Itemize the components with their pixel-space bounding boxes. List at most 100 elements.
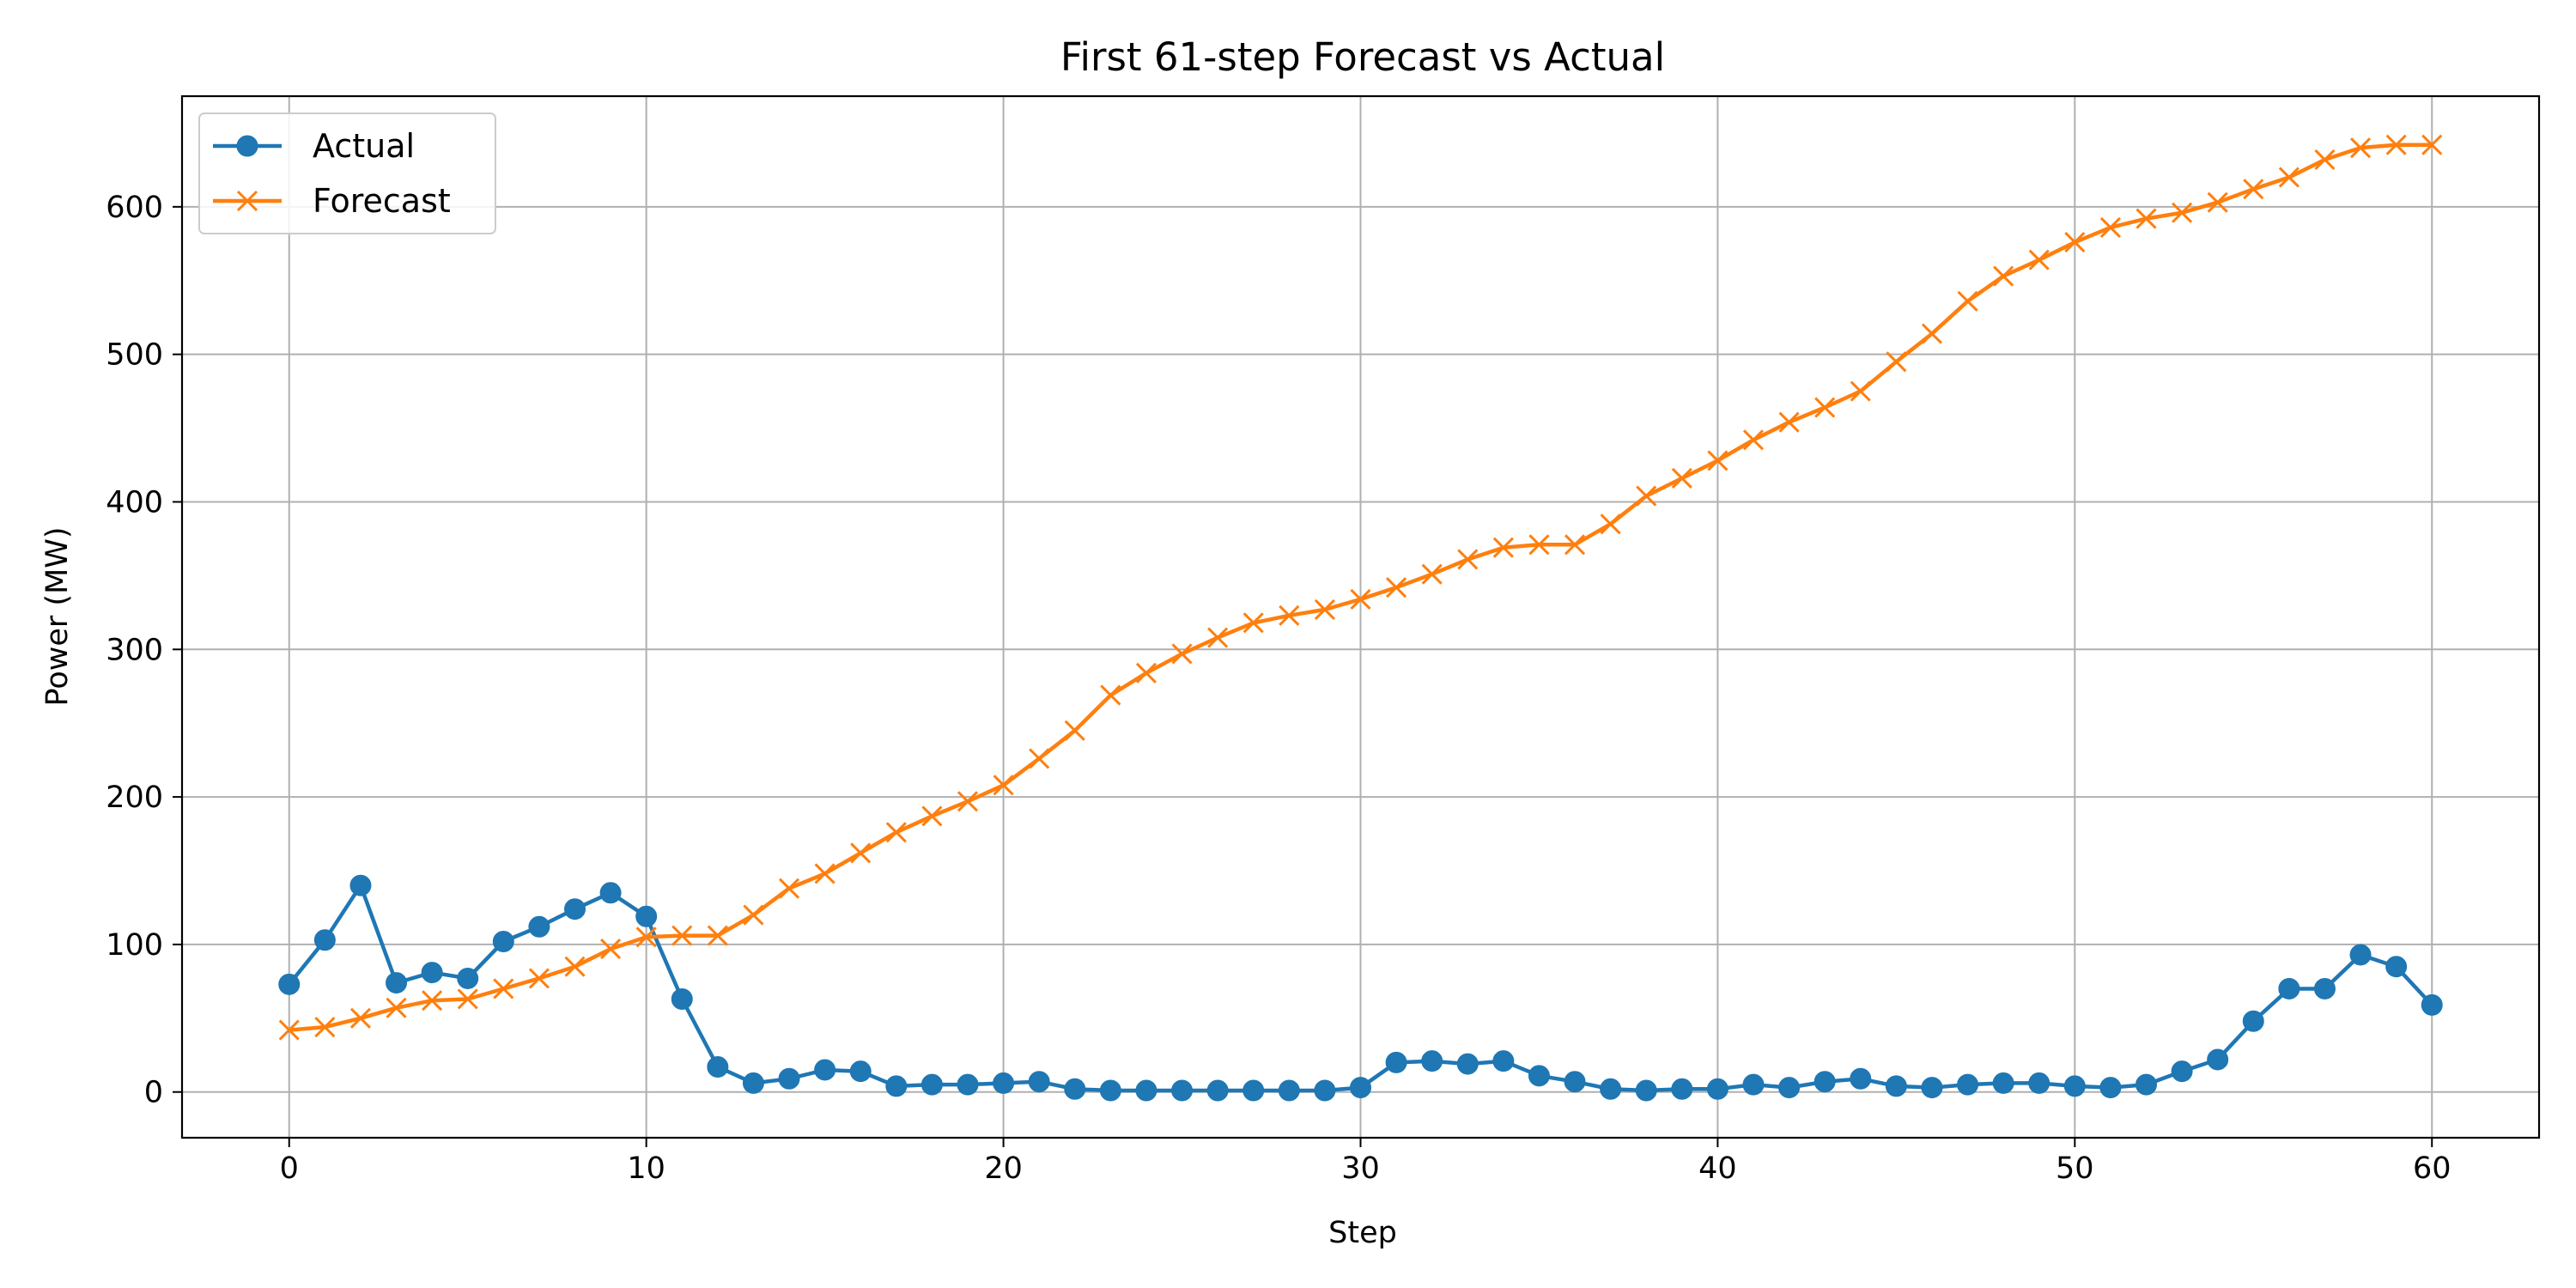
y-tick-label: 0 [144, 1076, 163, 1110]
actual-data-point [1242, 1079, 1265, 1102]
actual-data-point [2099, 1077, 2122, 1099]
actual-data-point [2207, 1048, 2229, 1071]
forecast-data-point [493, 978, 514, 999]
forecast-data-point [1207, 627, 1229, 648]
actual-data-point [278, 973, 301, 995]
forecast-data-point [2314, 149, 2336, 170]
forecast-data-point [743, 904, 764, 926]
y-tick-label: 500 [106, 338, 163, 373]
actual-data-point [2063, 1075, 2086, 1097]
actual-data-point [1564, 1071, 1586, 1093]
actual-data-point [885, 1075, 908, 1097]
forecast-data-point [528, 968, 550, 989]
forecast-data-point [1386, 577, 1407, 598]
forecast-data-point [2243, 179, 2264, 200]
forecast-data-point [2099, 216, 2121, 238]
forecast-data-point [885, 822, 907, 843]
actual-data-point [1600, 1078, 1622, 1100]
actual-data-point [421, 962, 443, 984]
forecast-data-point [1742, 429, 1765, 451]
x-tick-label: 50 [2056, 1151, 2094, 1186]
actual-data-point [1456, 1053, 1479, 1075]
forecast-data-point [2028, 249, 2050, 270]
forecast-data-point [1957, 290, 1978, 312]
legend-marker-forecast [236, 190, 258, 212]
actual-data-point [778, 1067, 800, 1090]
forecast-data-point [850, 842, 872, 864]
y-tick-label: 400 [106, 485, 163, 519]
forecast-data-point [2278, 167, 2300, 188]
actual-data-point [2421, 993, 2443, 1016]
forecast-data-point [2349, 137, 2372, 159]
actual-data-point [1992, 1072, 2014, 1094]
actual-data-point [1028, 1071, 1050, 1093]
forecast-data-point [1636, 485, 1657, 507]
chart-title: First 61-step Forecast vs Actual [1060, 34, 1665, 80]
forecast-data-point [1528, 534, 1550, 556]
legend-box [198, 112, 496, 234]
series-layer [278, 134, 2443, 1102]
legend: Actual Forecast [198, 112, 496, 234]
forecast-data-point [921, 805, 943, 827]
actual-data-point [2349, 944, 2372, 966]
actual-data-point [1885, 1075, 1907, 1097]
actual-data-point [1706, 1078, 1728, 1100]
actual-data-point [2028, 1072, 2050, 1094]
legend-label-actual: Actual [313, 127, 415, 165]
actual-data-point [671, 987, 693, 1010]
actual-data-point [1671, 1078, 1693, 1100]
forecast-data-point [1457, 549, 1479, 570]
actual-data-point [1350, 1077, 1371, 1099]
actual-data-point [1385, 1051, 1407, 1073]
actual-data-point [1206, 1079, 1229, 1102]
legend-item-forecast: Forecast [213, 182, 451, 220]
x-tick-label: 20 [984, 1151, 1023, 1186]
y-tick-label: 600 [106, 191, 163, 225]
y-tick-label: 300 [106, 633, 163, 667]
forecast-data-point [1421, 563, 1443, 585]
actual-data-point [1778, 1077, 1801, 1099]
actual-data-point [1742, 1073, 1765, 1096]
actual-data-point [564, 898, 586, 920]
forecast-data-point [1850, 380, 1871, 402]
x-tick-label: 30 [1341, 1151, 1380, 1186]
actual-data-point [457, 967, 479, 989]
actual-data-point [1135, 1079, 1157, 1102]
forecast-data-point [278, 1019, 300, 1041]
forecast-data-point [1564, 534, 1586, 556]
forecast-data-point [1029, 748, 1050, 769]
forecast-data-point [1100, 684, 1121, 706]
actual-data-point [2313, 977, 2336, 999]
forecast-series [278, 134, 2443, 1041]
actual-data-point [2242, 1010, 2264, 1032]
actual-data-point [707, 1056, 729, 1078]
forecast-data-point [2172, 202, 2193, 223]
actual-data-point [1921, 1077, 1943, 1099]
forecast-data-point [1171, 643, 1193, 665]
forecast-data-point [1314, 598, 1335, 620]
forecast-data-point [635, 927, 657, 948]
actual-data-point [635, 905, 658, 927]
actual-data-point [1528, 1065, 1550, 1087]
actual-data-point [2136, 1073, 2157, 1096]
forecast-data-point [1350, 588, 1371, 610]
forecast-data-point [1814, 397, 1836, 418]
actual-data-point [1421, 1050, 1443, 1072]
forecast-data-point [1886, 351, 1907, 373]
forecast-data-point [1064, 720, 1085, 741]
actual-data-point [1850, 1067, 1872, 1090]
forecast-data-point [600, 939, 622, 960]
actual-data-point [1814, 1071, 1836, 1093]
forecast-data-point [1492, 537, 1514, 558]
actual-series [278, 874, 2443, 1102]
actual-data-point [1635, 1079, 1657, 1102]
forecast-data-point [1993, 265, 2014, 287]
forecast-data-point [564, 956, 586, 977]
actual-data-point [1171, 1079, 1194, 1102]
forecast-data-point [707, 925, 728, 946]
actual-data-point [742, 1072, 764, 1094]
actual-data-point [313, 929, 336, 951]
forecast-data-point [457, 988, 478, 1010]
y-tick-label: 200 [106, 781, 163, 815]
